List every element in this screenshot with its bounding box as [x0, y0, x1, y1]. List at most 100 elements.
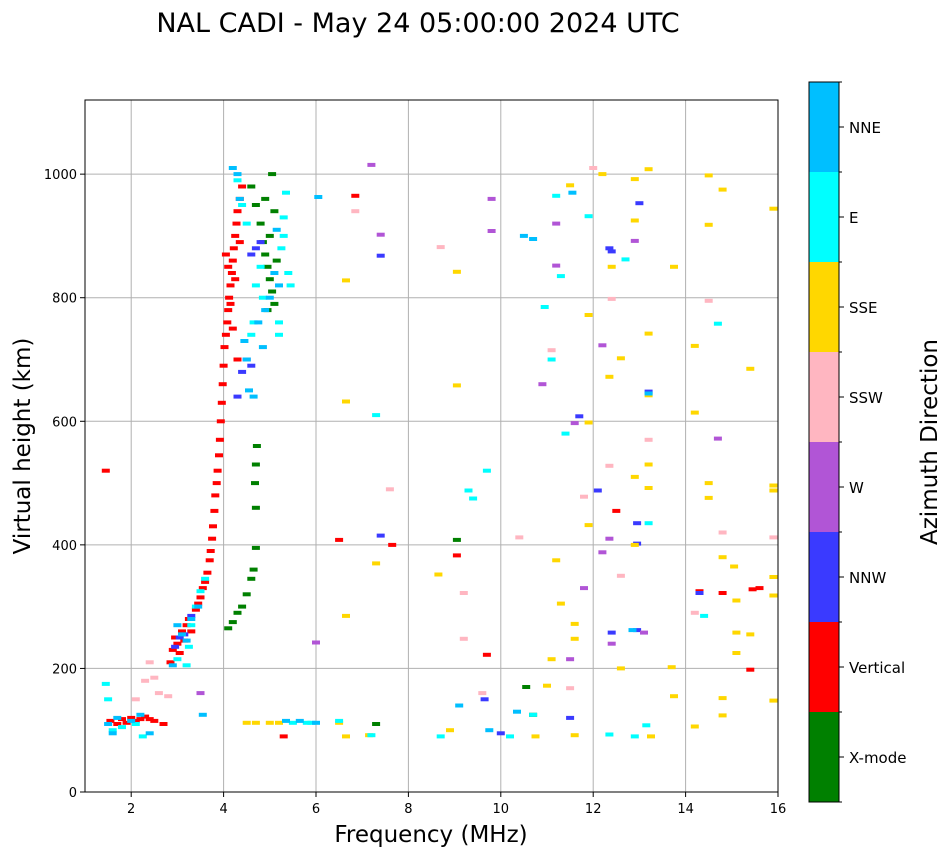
y-axis-label: Virtual height (km) [10, 338, 36, 555]
data-point-w [605, 536, 614, 541]
data-point-nne [644, 391, 653, 396]
data-point-sse [584, 523, 593, 528]
data-point-sse [342, 613, 350, 618]
data-point-e [138, 734, 147, 739]
data-point-ssw [690, 610, 699, 615]
data-point-vertical [215, 437, 224, 442]
data-point-sse [584, 420, 593, 425]
data-point-vertical [194, 601, 203, 606]
data-point-vertical [211, 493, 220, 498]
data-point-e [101, 681, 110, 686]
data-point-vertical [198, 586, 207, 591]
data-point-vertical [213, 468, 222, 473]
data-point-sse [718, 187, 727, 192]
data-point-nnw [171, 644, 180, 649]
x-tick-label: 6 [312, 802, 320, 817]
data-point-e [108, 728, 117, 733]
data-point-e [700, 613, 709, 618]
data-point-sse [570, 621, 579, 626]
data-point-ssw [769, 535, 778, 540]
data-point-nne [485, 728, 494, 733]
data-point-vertical [168, 647, 177, 652]
data-point-x-mode [224, 626, 233, 631]
data-point-w [487, 229, 496, 233]
data-point-ssw [385, 487, 394, 492]
data-point-x-mode [261, 252, 270, 257]
data-point-nne [312, 720, 320, 725]
data-point-sse [667, 665, 676, 670]
y-tick-label: 200 [52, 662, 77, 677]
data-point-vertical [127, 715, 136, 720]
data-point-vertical [217, 400, 226, 405]
x-axis-label: Frequency (MHz) [334, 822, 527, 848]
data-point-ssw [459, 636, 468, 641]
data-point-e [242, 221, 251, 226]
data-point-x-mode [249, 567, 258, 572]
data-point-sse [630, 218, 639, 223]
data-point-x-mode [268, 172, 277, 177]
data-point-sse [630, 542, 639, 547]
data-point-vertical [482, 652, 491, 657]
data-point-e [372, 413, 381, 418]
data-point-sse [718, 696, 727, 701]
data-point-ssw [145, 660, 154, 665]
x-axis: 2 4 6 8 10 12 14 16 [127, 792, 786, 817]
data-point-vertical [231, 277, 240, 282]
data-point-vertical [101, 468, 110, 473]
data-point-vertical [159, 722, 168, 726]
data-point-vertical [755, 586, 764, 591]
data-point-vertical [279, 734, 288, 739]
data-point-vertical [145, 717, 154, 722]
data-point-nne [513, 709, 521, 714]
data-point-x-mode [247, 184, 256, 189]
data-point-sse [616, 666, 625, 671]
data-point-nne [127, 718, 136, 723]
data-point-e [540, 305, 549, 309]
data-point-e [282, 190, 290, 195]
data-point-e [184, 644, 193, 649]
data-point-x-mode [252, 444, 261, 448]
plot-frame [84, 99, 779, 793]
data-point-w [580, 586, 588, 591]
data-point-ssw [515, 535, 524, 540]
data-point-vertical [226, 301, 235, 306]
data-point-w [630, 238, 639, 243]
data-point-nnw [256, 240, 265, 245]
data-point-sse [732, 630, 741, 635]
data-point-e [584, 214, 593, 219]
data-point-vertical [220, 345, 229, 350]
x-tick-label: 14 [677, 802, 694, 817]
data-point-vertical [210, 508, 219, 513]
data-point-x-mode [233, 610, 242, 615]
data-point-nne [242, 357, 251, 362]
data-point-sse [769, 483, 778, 488]
data-point-vertical [191, 607, 200, 612]
colorbar-segment [809, 622, 839, 712]
y-tick-label: 1000 [44, 168, 77, 183]
data-point-sse [275, 720, 283, 725]
data-point-w [713, 436, 722, 441]
data-point-sse [730, 564, 739, 569]
data-point-ssw [351, 209, 360, 214]
data-point-sse [732, 651, 741, 655]
data-point-nne [235, 196, 244, 201]
data-point-sse [598, 172, 607, 177]
data-point-e [642, 723, 651, 728]
data-point-vertical [182, 623, 191, 628]
data-point-e [506, 734, 514, 739]
data-point-e [302, 720, 311, 725]
data-point-sse [242, 720, 251, 725]
data-point-sse [769, 593, 778, 598]
data-point-nnw [251, 246, 260, 251]
y-tick-label: 0 [69, 786, 77, 801]
data-point-nnw [635, 201, 644, 206]
data-point-ssw [566, 686, 575, 691]
data-point-sse [616, 356, 625, 361]
data-point-vertical [206, 549, 215, 553]
data-point-ssw [131, 697, 140, 702]
data-point-vertical [748, 587, 757, 592]
data-point-nnw [566, 715, 575, 720]
data-point-e [275, 320, 283, 325]
data-point-e [605, 732, 614, 737]
data-point-x-mode [265, 233, 274, 238]
